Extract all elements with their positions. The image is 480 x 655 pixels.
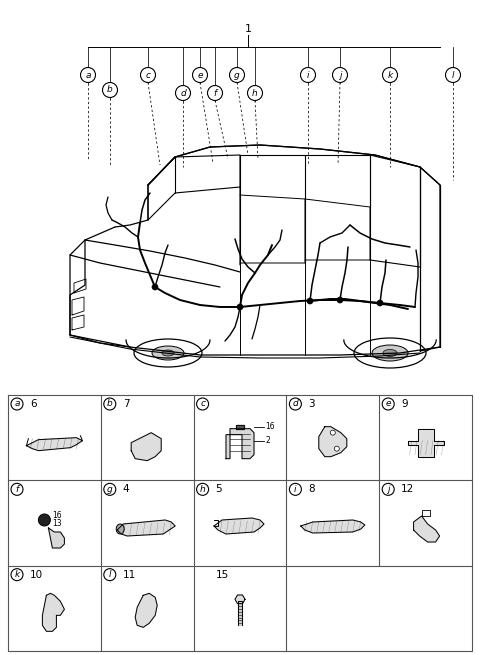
Text: 3: 3 xyxy=(308,399,315,409)
Text: b: b xyxy=(107,400,113,409)
Polygon shape xyxy=(235,595,245,604)
Text: a: a xyxy=(85,71,91,79)
Circle shape xyxy=(104,483,116,495)
Circle shape xyxy=(334,446,339,451)
Circle shape xyxy=(207,86,223,100)
Text: k: k xyxy=(387,71,393,79)
Ellipse shape xyxy=(116,524,124,534)
Circle shape xyxy=(289,398,301,410)
Circle shape xyxy=(289,483,301,495)
Circle shape xyxy=(11,398,23,410)
Text: e: e xyxy=(385,400,391,409)
Text: i: i xyxy=(307,71,309,79)
Polygon shape xyxy=(238,601,242,626)
Text: 8: 8 xyxy=(308,484,315,495)
Text: 16: 16 xyxy=(52,512,62,521)
Text: i: i xyxy=(294,485,297,494)
Text: l: l xyxy=(108,570,111,579)
Text: 4: 4 xyxy=(123,484,130,495)
Text: 16: 16 xyxy=(265,422,275,431)
Text: 13: 13 xyxy=(52,519,62,529)
Ellipse shape xyxy=(134,339,202,367)
Circle shape xyxy=(307,298,313,304)
Polygon shape xyxy=(26,438,83,451)
Text: 10: 10 xyxy=(30,570,43,580)
Circle shape xyxy=(11,483,23,495)
Ellipse shape xyxy=(162,350,174,356)
Circle shape xyxy=(229,67,244,83)
Text: b: b xyxy=(107,86,113,94)
Text: h: h xyxy=(200,485,205,494)
Text: j: j xyxy=(387,485,389,494)
Circle shape xyxy=(38,514,50,526)
Text: h: h xyxy=(252,88,258,98)
Text: 5: 5 xyxy=(216,484,222,495)
Circle shape xyxy=(192,67,207,83)
Text: 2: 2 xyxy=(265,436,270,445)
Text: d: d xyxy=(292,400,298,409)
Circle shape xyxy=(103,83,118,98)
Polygon shape xyxy=(117,520,175,536)
Text: 1: 1 xyxy=(244,24,252,34)
Circle shape xyxy=(197,398,209,410)
Polygon shape xyxy=(48,528,64,548)
Circle shape xyxy=(382,398,394,410)
Circle shape xyxy=(337,297,343,303)
Text: a: a xyxy=(14,400,20,409)
Text: 7: 7 xyxy=(123,399,130,409)
Polygon shape xyxy=(408,428,444,457)
Text: l: l xyxy=(452,71,454,79)
Circle shape xyxy=(383,67,397,83)
Circle shape xyxy=(42,518,47,522)
Text: c: c xyxy=(200,400,205,409)
Polygon shape xyxy=(319,426,347,457)
Circle shape xyxy=(377,300,383,306)
Text: 6: 6 xyxy=(30,399,36,409)
Text: f: f xyxy=(214,88,216,98)
Polygon shape xyxy=(135,593,157,627)
Ellipse shape xyxy=(152,346,184,360)
Circle shape xyxy=(152,284,158,290)
Circle shape xyxy=(104,398,116,410)
Circle shape xyxy=(300,67,315,83)
Text: 11: 11 xyxy=(123,570,136,580)
Circle shape xyxy=(382,483,394,495)
Circle shape xyxy=(176,86,191,100)
Circle shape xyxy=(197,483,209,495)
Ellipse shape xyxy=(354,338,426,368)
Ellipse shape xyxy=(383,350,397,356)
Circle shape xyxy=(104,569,116,581)
Ellipse shape xyxy=(372,345,408,361)
Circle shape xyxy=(445,67,460,83)
Circle shape xyxy=(330,430,336,435)
Text: k: k xyxy=(14,570,20,579)
Text: f: f xyxy=(15,485,19,494)
Polygon shape xyxy=(226,428,254,458)
Text: 9: 9 xyxy=(401,399,408,409)
Polygon shape xyxy=(214,518,264,534)
Polygon shape xyxy=(301,520,365,533)
Circle shape xyxy=(11,569,23,581)
Text: g: g xyxy=(107,485,113,494)
Circle shape xyxy=(248,86,263,100)
Text: g: g xyxy=(234,71,240,79)
Polygon shape xyxy=(42,593,64,631)
Text: d: d xyxy=(180,88,186,98)
Polygon shape xyxy=(414,516,440,542)
Polygon shape xyxy=(131,433,161,460)
Circle shape xyxy=(237,304,243,310)
Text: j: j xyxy=(339,71,341,79)
Circle shape xyxy=(81,67,96,83)
Text: 12: 12 xyxy=(401,484,414,495)
Text: c: c xyxy=(145,71,151,79)
Circle shape xyxy=(333,67,348,83)
Text: e: e xyxy=(197,71,203,79)
Polygon shape xyxy=(236,424,244,428)
Circle shape xyxy=(141,67,156,83)
Text: 15: 15 xyxy=(216,570,229,580)
